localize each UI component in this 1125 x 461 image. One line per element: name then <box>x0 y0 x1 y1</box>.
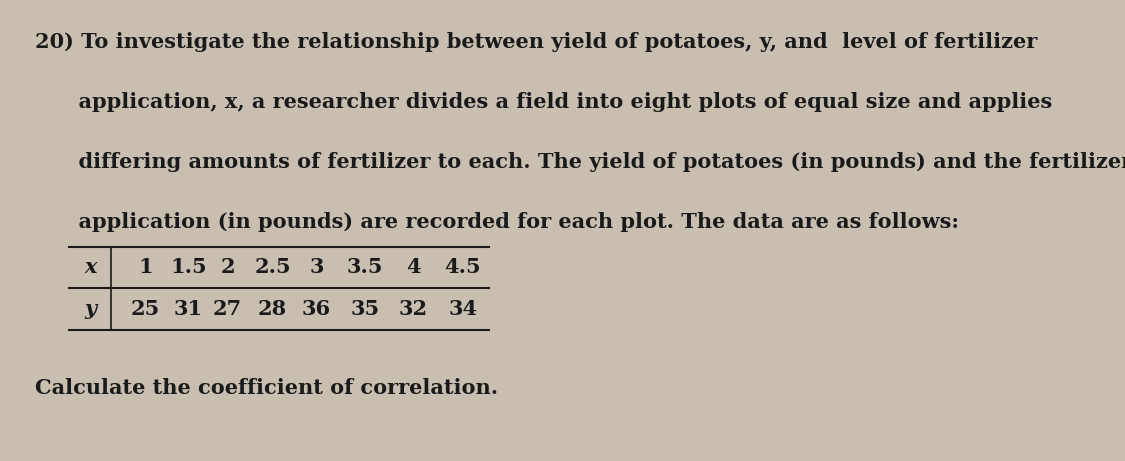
Text: 4: 4 <box>406 257 421 278</box>
Text: x: x <box>84 257 97 278</box>
Text: 3: 3 <box>309 257 324 278</box>
Text: 2: 2 <box>220 257 235 278</box>
Text: 28: 28 <box>258 299 287 319</box>
Text: 2.5: 2.5 <box>254 257 290 278</box>
Text: 32: 32 <box>399 299 428 319</box>
Text: 1: 1 <box>138 257 153 278</box>
Text: 20) To investigate the relationship between yield of potatoes, y, and  level of : 20) To investigate the relationship betw… <box>35 32 1037 52</box>
Text: 1.5: 1.5 <box>170 257 207 278</box>
Text: 35: 35 <box>350 299 379 319</box>
Text: 34: 34 <box>448 299 477 319</box>
Text: application (in pounds) are recorded for each plot. The data are as follows:: application (in pounds) are recorded for… <box>35 212 958 232</box>
Text: y: y <box>84 299 97 319</box>
Text: 25: 25 <box>130 299 160 319</box>
Text: 36: 36 <box>302 299 331 319</box>
Text: application, x, a researcher divides a field into eight plots of equal size and : application, x, a researcher divides a f… <box>35 92 1052 112</box>
Text: 3.5: 3.5 <box>346 257 384 278</box>
Text: 4.5: 4.5 <box>444 257 482 278</box>
Text: 31: 31 <box>174 299 204 319</box>
Text: 27: 27 <box>213 299 242 319</box>
Text: Calculate the coefficient of correlation.: Calculate the coefficient of correlation… <box>35 378 497 398</box>
Text: differing amounts of fertilizer to each. The yield of potatoes (in pounds) and t: differing amounts of fertilizer to each.… <box>35 152 1125 172</box>
